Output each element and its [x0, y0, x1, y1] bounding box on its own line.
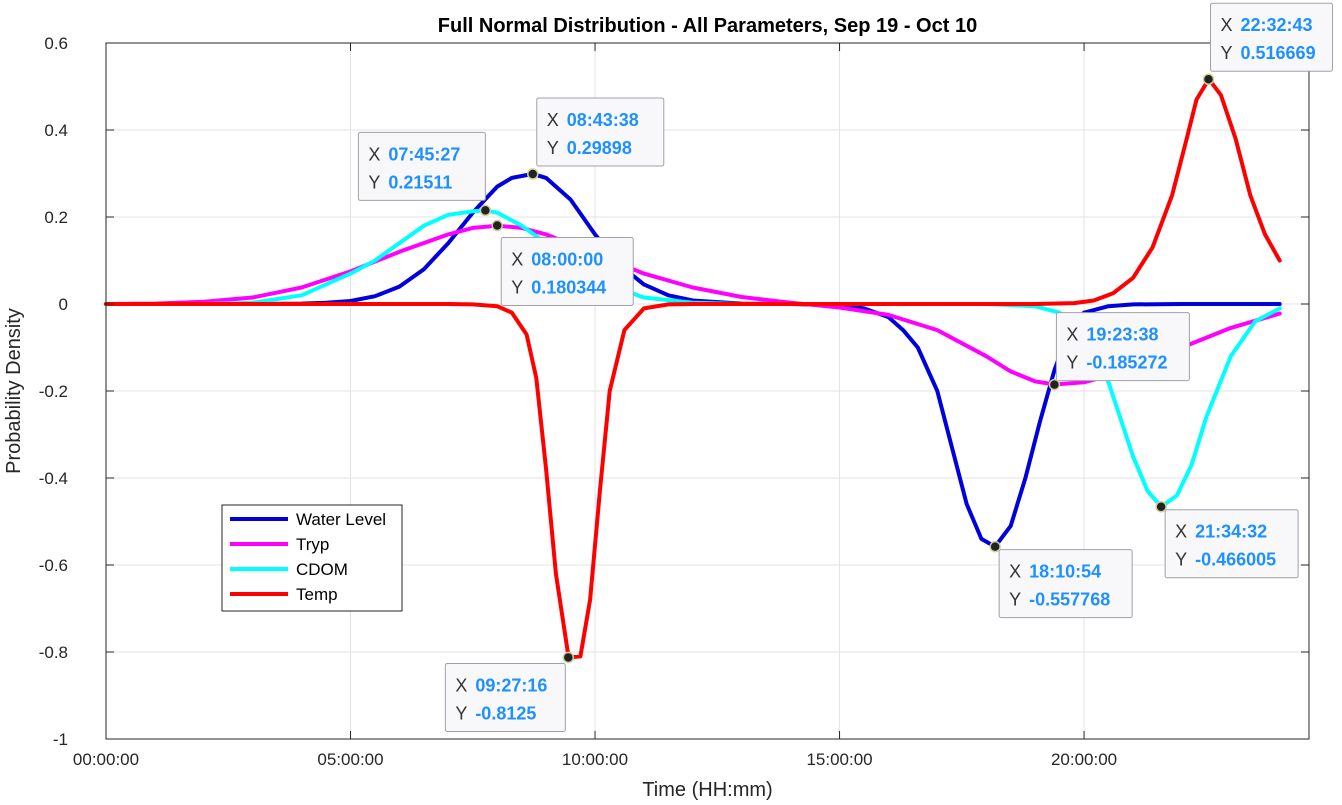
datatip-y-value: 0.21511 [388, 172, 452, 192]
datatip-y-key: Y [1221, 43, 1233, 63]
datatip-x-value: 19:23:38 [1086, 325, 1158, 345]
datatip-marker[interactable] [1155, 500, 1167, 513]
x-axis-label: Time (HH:mm) [642, 779, 772, 801]
datatip-y-key: Y [547, 138, 559, 158]
datatip-y-key: Y [455, 703, 467, 723]
legend-item-tryp[interactable]: Tryp [230, 535, 329, 554]
legend-label: Water Level [296, 510, 386, 529]
x-tick-label: 15:00:00 [806, 750, 872, 769]
datatip-box [1164, 509, 1299, 579]
y-tick-label: 0.4 [44, 121, 68, 140]
datatip[interactable]: X 18:10:54 Y -0.557768 [989, 540, 1133, 619]
datatip-y-key: Y [1175, 550, 1187, 570]
datatip-x-key: X [1066, 325, 1078, 345]
y-tick-label: -0.6 [39, 556, 68, 575]
datatip-y-value: 0.516669 [1241, 43, 1316, 63]
datatip-box [998, 549, 1133, 619]
datatip-x-key: X [368, 144, 380, 164]
y-tick-label: -0.4 [39, 469, 68, 488]
datatip-x-value: 22:32:43 [1241, 15, 1313, 35]
datatip-y-value: 0.29898 [567, 138, 632, 158]
x-tick-label: 10:00:00 [562, 750, 628, 769]
ticks: 00:00:00 05:00:00 10:00:00 15:00:00 20:00:00… [39, 34, 1309, 769]
datatip-y-key: Y [511, 278, 523, 298]
legend-label: Temp [296, 585, 338, 604]
datatip-marker[interactable] [1202, 73, 1215, 85]
datatip-x-key: X [455, 675, 467, 695]
datatip-y-key: Y [1066, 353, 1078, 373]
y-tick-label: 0.2 [44, 208, 68, 227]
datatip-y-key: Y [368, 172, 380, 192]
datatip-x-key: X [547, 110, 559, 130]
y-tick-label: -0.2 [39, 382, 68, 401]
datatip-marker[interactable] [527, 168, 539, 180]
series-layer [104, 77, 1282, 660]
y-tick-label: -0.8 [39, 643, 68, 662]
datatip-marker[interactable] [479, 204, 492, 217]
datatip[interactable]: X 07:45:27 Y 0.21511 [357, 131, 492, 217]
legend-item-temp[interactable]: Temp [230, 585, 338, 604]
series-line-tryp [104, 223, 1282, 387]
datatip-marker[interactable] [491, 219, 503, 232]
datatip-marker[interactable] [989, 540, 1001, 553]
datatip[interactable]: X 08:00:00 Y 0.180344 [491, 219, 634, 307]
datatip-x-value: 08:00:00 [531, 250, 603, 270]
datatip-y-value: -0.557768 [1029, 590, 1110, 610]
datatip-x-key: X [1009, 562, 1021, 582]
datatip-box [357, 131, 486, 201]
datatip-y-key: Y [1009, 590, 1021, 610]
y-axis-label: Probability Density [3, 308, 25, 474]
datatip[interactable]: X 19:23:38 Y -0.185272 [1048, 312, 1190, 391]
datatip-y-value: -0.8125 [475, 703, 536, 723]
legend-item-water-level[interactable]: Water Level [230, 510, 386, 529]
datatip-x-value: 18:10:54 [1029, 562, 1101, 582]
datatip[interactable]: X 21:34:32 Y -0.466005 [1155, 500, 1299, 579]
datatip-box [444, 662, 566, 732]
datatip-x-key: X [1221, 15, 1233, 35]
chart-title: Full Normal Distribution - All Parameter… [438, 15, 977, 37]
legend-label: CDOM [296, 560, 348, 579]
x-tick-label: 05:00:00 [317, 750, 383, 769]
datatip-x-value: 09:27:16 [475, 675, 547, 695]
datatip-y-value: 0.180344 [531, 278, 606, 298]
datatip[interactable]: X 09:27:16 Y -0.8125 [444, 651, 575, 732]
datatip-x-value: 07:45:27 [388, 144, 460, 164]
y-tick-label: 0.6 [44, 34, 68, 53]
legend[interactable]: Water Level Tryp CDOM Temp [221, 504, 403, 612]
series-line-temp [104, 77, 1282, 660]
datatip-x-value: 08:43:38 [567, 110, 639, 130]
datatip[interactable]: X 08:43:38 Y 0.29898 [527, 97, 665, 180]
datatip-y-value: -0.466005 [1195, 550, 1276, 570]
legend-label: Tryp [296, 535, 329, 554]
datatip-y-value: -0.185272 [1086, 353, 1167, 373]
datatips: X 08:43:38 Y 0.29898 X 07:45:27 Y 0.21511 X 08:00… [357, 2, 1334, 732]
x-tick-label: 20:00:00 [1051, 750, 1117, 769]
datatip-box [1210, 2, 1334, 72]
y-tick-label: 0 [59, 295, 68, 314]
datatip-box [500, 237, 634, 307]
datatip-x-value: 21:34:32 [1195, 522, 1267, 542]
y-tick-label: -1 [53, 730, 68, 749]
datatip-box [536, 97, 665, 167]
x-tick-label: 00:00:00 [73, 750, 139, 769]
datatip-x-key: X [511, 250, 523, 270]
datatip-x-key: X [1175, 522, 1187, 542]
datatip-marker[interactable] [1048, 378, 1061, 391]
datatip-box [1055, 312, 1190, 382]
legend-item-cdom[interactable]: CDOM [230, 560, 348, 579]
datatip-marker[interactable] [562, 651, 575, 664]
datatip[interactable]: X 22:32:43 Y 0.516669 [1202, 2, 1334, 85]
